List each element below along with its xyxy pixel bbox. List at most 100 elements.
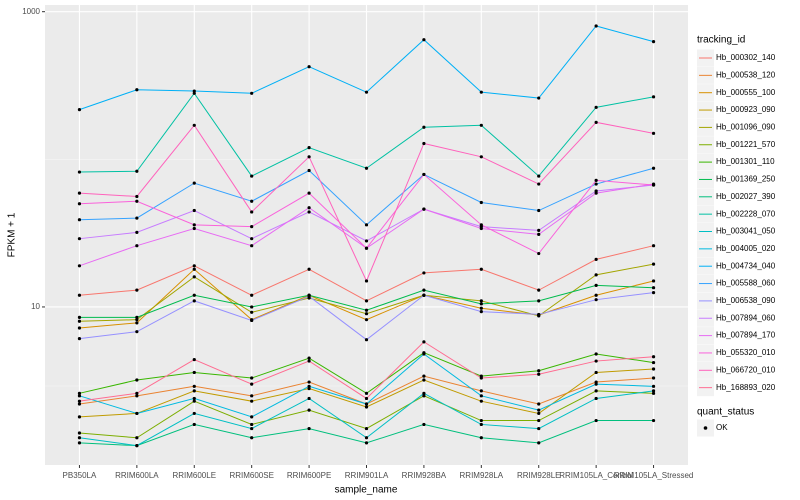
data-point: [135, 315, 139, 319]
data-point: [307, 191, 311, 195]
data-point: [77, 415, 82, 419]
data-point: [651, 262, 656, 266]
data-point: [537, 288, 541, 292]
data-point: [364, 338, 369, 342]
data-point: [364, 405, 369, 409]
legend-title: tracking_id: [697, 35, 745, 46]
data-point: [537, 251, 541, 256]
data-point: [537, 408, 541, 412]
data-point: [192, 181, 196, 185]
legend-label: Hb_000923_090: [716, 105, 776, 114]
data-point: [364, 279, 369, 283]
x-tick-label: RRIM928LA: [460, 471, 504, 480]
data-point: [479, 389, 483, 393]
data-point: [192, 91, 196, 95]
data-point: [192, 89, 196, 93]
data-point: [594, 120, 598, 124]
data-point: [77, 202, 82, 206]
data-point: [651, 183, 656, 187]
data-point: [422, 391, 426, 395]
data-point: [192, 299, 196, 303]
data-point: [77, 293, 82, 297]
x-tick-label: RRIM928BA: [402, 471, 447, 480]
data-point: [192, 123, 196, 127]
data-point: [594, 178, 598, 182]
data-point: [537, 208, 541, 213]
data-point: [192, 399, 196, 403]
data-point: [135, 444, 139, 448]
data-point: [192, 357, 196, 362]
data-point: [135, 318, 139, 322]
data-point: [192, 208, 196, 213]
data-point: [479, 123, 483, 127]
data-point: [192, 411, 196, 416]
data-point: [537, 174, 541, 178]
data-point: [594, 24, 598, 28]
x-tick-label: RRIM105LA_Control: [559, 471, 633, 480]
data-point: [537, 228, 541, 233]
data-point: [192, 264, 196, 268]
data-point: [364, 318, 369, 322]
data-point: [77, 337, 82, 341]
data-point: [479, 302, 483, 306]
data-point: [651, 355, 656, 359]
data-point: [192, 396, 196, 401]
data-point: [250, 91, 254, 95]
data-point: [135, 230, 139, 234]
data-point: [537, 182, 541, 186]
legend-label: Hb_001221_570: [716, 140, 776, 149]
data-point: [135, 330, 139, 334]
legend-label: Hb_001369_250: [716, 175, 776, 184]
data-point: [77, 315, 82, 319]
data-point: [651, 131, 656, 135]
data-point: [135, 244, 139, 248]
y-tick-label: 10: [31, 302, 40, 311]
data-point: [307, 386, 311, 391]
data-point: [192, 422, 196, 427]
data-point: [422, 125, 426, 129]
data-point: [250, 318, 254, 323]
legend-label: Hb_066720_010: [716, 365, 776, 374]
data-point: [135, 194, 139, 199]
legend-label: Hb_007894_060: [716, 313, 776, 322]
data-point: [307, 426, 311, 431]
x-axis-title: sample_name: [335, 485, 398, 496]
data-point: [537, 418, 541, 423]
x-tick-label: RRIM600PE: [287, 471, 331, 480]
data-point: [307, 396, 311, 401]
data-point: [307, 206, 311, 210]
data-point: [77, 264, 82, 268]
data-point: [651, 418, 656, 423]
y-axis-title: FPKM + 1: [7, 212, 18, 257]
data-point: [594, 283, 598, 287]
data-point: [192, 275, 196, 279]
data-point: [594, 382, 598, 386]
legend-point: [703, 426, 708, 430]
data-point: [537, 369, 541, 373]
data-point: [135, 394, 139, 398]
data-point: [307, 267, 311, 271]
data-point: [422, 378, 426, 382]
data-point: [307, 380, 311, 384]
data-point: [422, 374, 426, 378]
data-point: [250, 244, 254, 248]
data-point: [77, 218, 82, 222]
legend-label: Hb_001301_110: [716, 157, 775, 166]
x-tick-label: RRIM901LA: [345, 471, 389, 480]
data-point: [479, 200, 483, 205]
data-point: [594, 257, 598, 261]
data-point: [250, 426, 254, 431]
data-point: [422, 422, 426, 427]
data-point: [594, 298, 598, 302]
data-point: [537, 411, 541, 416]
data-point: [422, 38, 426, 42]
data-point: [307, 359, 311, 363]
data-point: [77, 108, 82, 112]
data-point: [479, 399, 483, 403]
legend-label: Hb_000538_120: [716, 70, 776, 79]
data-point: [250, 422, 254, 427]
legend-label: Hb_002027_390: [716, 192, 776, 201]
data-point: [422, 288, 426, 292]
data-point: [364, 396, 369, 401]
data-point: [250, 376, 254, 380]
